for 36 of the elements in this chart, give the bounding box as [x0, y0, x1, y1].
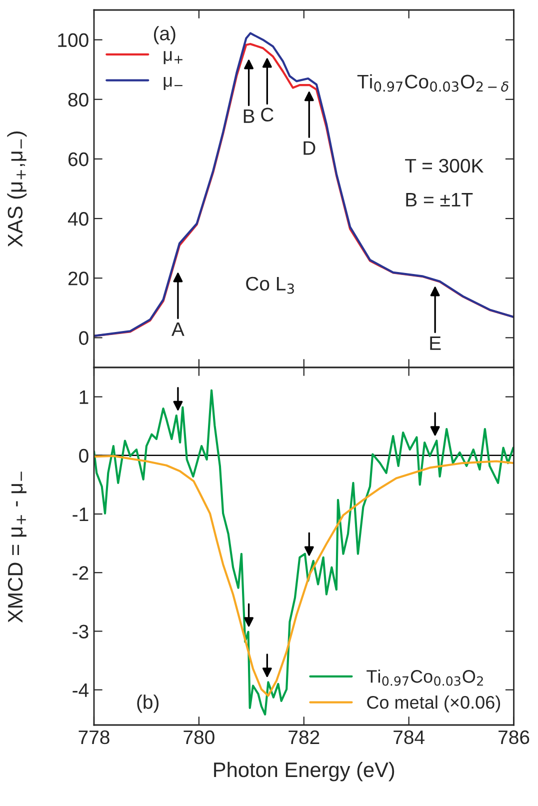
line-series [94, 389, 514, 716]
y-tick-label: 1 [80, 390, 88, 404]
annotation: Ti$_{0.97}$Co$_{0.03}$O$_{2−δ}$ [357, 74, 508, 92]
legend-label: Ti$_{0.97}$Co$_{0.03}$O$_{2}$ [366, 670, 483, 686]
y-tick-label: 100 [58, 33, 88, 48]
y-tick-label: 20 [68, 272, 88, 286]
annotation: A [172, 322, 184, 336]
annotation: Co L$_{3}$ [246, 276, 294, 294]
y-tick-label: -2 [72, 566, 88, 580]
annotation: (b) [137, 694, 159, 713]
x-tick-label: 784 [394, 730, 424, 744]
x-axis-title: Photon Energy (eV) [214, 762, 394, 782]
y-tick-label: 80 [68, 92, 88, 107]
legend-label: μ$_{−}$ [164, 77, 182, 90]
y-tick-label: 60 [68, 152, 88, 166]
annotation: C [261, 108, 274, 122]
annotation: T = 300K [405, 158, 484, 173]
y-tick-label: -4 [72, 684, 89, 697]
x-tick-label: 786 [498, 730, 530, 744]
y-tick-label: -1 [72, 508, 88, 522]
x-tick-label: 782 [288, 730, 320, 744]
y-axis-title: XMCD = μ$_{+}$ - μ$_{−}$ [8, 472, 26, 623]
annotation: (a) [154, 26, 176, 44]
annotation: B [244, 109, 254, 123]
annotation: B = ±1T [406, 193, 473, 206]
legend-label: μ$_{+}$ [164, 51, 182, 64]
legend-label: Co metal (×0.06) [367, 696, 500, 712]
y-axis-title: XAS (μ$_{+}$,μ$_{−}$) [7, 132, 27, 247]
y-tick-label: -3 [72, 624, 88, 638]
y-tick-label: 40 [68, 212, 88, 226]
x-tick-label: 780 [184, 730, 214, 744]
y-tick-label: 0 [79, 331, 88, 345]
annotation: E [430, 336, 441, 350]
x-tick-label: 778 [78, 730, 110, 744]
y-tick-label: 0 [79, 448, 88, 463]
annotation: D [304, 141, 316, 155]
